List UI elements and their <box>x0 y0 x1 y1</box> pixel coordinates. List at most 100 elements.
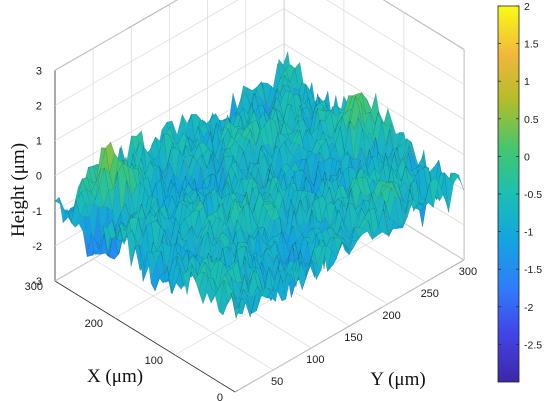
surface-facet <box>173 252 183 261</box>
surface-facet <box>266 86 276 110</box>
surface-facet <box>281 162 291 175</box>
surface-facet <box>230 292 241 319</box>
surface-facet <box>390 187 401 200</box>
surface-facet <box>311 139 322 156</box>
grid-line <box>326 0 465 85</box>
colorbar-tick-label: -1 <box>524 227 533 239</box>
surface-facet <box>114 223 125 245</box>
surface-facet <box>266 291 276 302</box>
z-tick-label: -2 <box>32 241 42 253</box>
surface-facet <box>126 229 137 267</box>
surface-mesh <box>54 51 465 319</box>
surface-facet <box>393 220 403 229</box>
surface-facet <box>305 129 316 156</box>
z-tick-label: 0 <box>36 171 42 183</box>
y-axis-label: Y (μm) <box>370 369 425 390</box>
surface-facet <box>268 266 279 291</box>
x-tick-label: 0 <box>217 392 223 401</box>
colorbar-tick-label: 1 <box>524 76 530 88</box>
surface-facet <box>386 181 397 193</box>
grid-line <box>92 258 274 371</box>
surface-facet <box>347 240 358 251</box>
surface-facet <box>289 67 299 90</box>
grid-line <box>283 8 465 120</box>
surface-facet <box>363 170 374 190</box>
surface-facet <box>272 231 282 252</box>
grid-line <box>383 0 465 50</box>
surface-facet <box>351 178 361 211</box>
surface-facet <box>320 139 331 165</box>
z-tick-labels: -3 -2 -1 0 1 2 3 <box>32 65 42 288</box>
surface-facet <box>264 117 275 151</box>
box-edge <box>383 0 465 50</box>
surface-facet <box>89 203 99 244</box>
surface-facet <box>323 157 334 190</box>
x-tick-labels: 0 100 200 300 <box>25 281 223 401</box>
surface-facet <box>312 197 323 224</box>
surface-facet <box>330 109 340 133</box>
surface-facet <box>325 109 335 140</box>
colorbar-tick-label: 0 <box>524 151 530 163</box>
surface-facet <box>78 216 89 246</box>
surface-facet <box>255 250 266 275</box>
box-edge <box>54 280 236 393</box>
colorbar-ticks: 2 1.5 1 0.5 0 -0.5 -1 -1.5 -2 -2.5 <box>498 1 542 351</box>
grid-line <box>283 43 465 155</box>
surface-facet <box>416 179 426 212</box>
z-axis-label: Height (μm) <box>8 143 29 237</box>
surface-facet <box>326 178 336 203</box>
y-tick-label: 250 <box>421 288 439 300</box>
surface-facet <box>206 152 217 175</box>
colorbar <box>497 5 520 383</box>
y-tick-label: 150 <box>344 332 362 344</box>
surface-facet <box>369 208 379 236</box>
surface-facet <box>424 183 434 209</box>
surface-facet <box>110 228 121 240</box>
surface-facet <box>82 177 92 193</box>
surface-facet <box>355 96 365 127</box>
colorbar-tick-label: -0.5 <box>524 189 542 201</box>
y-tick-label: 300 <box>459 266 477 278</box>
surface-facet <box>118 224 129 245</box>
surface-facet <box>307 233 317 267</box>
surface-facet <box>373 165 384 186</box>
surface-facet <box>383 208 393 238</box>
surface-facet <box>253 162 264 189</box>
surface-facet <box>298 221 309 235</box>
surface-facet <box>390 124 401 159</box>
surface-facet <box>156 240 167 275</box>
colorbar-tick-label: 0.5 <box>524 114 539 126</box>
surface-facet <box>313 244 323 266</box>
y-tick-label: 200 <box>382 310 400 322</box>
colorbar-tick-label: 2 <box>524 1 530 13</box>
x-tick-label: 100 <box>145 355 163 367</box>
x-tick-label: 200 <box>85 318 103 330</box>
surface-facet <box>317 245 327 270</box>
colorbar-tick-label: -1.5 <box>524 264 542 276</box>
surface-facet <box>216 232 227 243</box>
y-tick-label: 100 <box>306 354 324 366</box>
surface-facet <box>263 200 273 205</box>
surface-facet <box>378 208 388 236</box>
z-tick-label: 2 <box>36 101 42 113</box>
surface-facet <box>308 249 318 272</box>
surface-facet <box>162 265 173 294</box>
surface-facet <box>373 226 383 236</box>
z-tick-label: 3 <box>36 65 42 77</box>
surface-facet <box>192 189 202 195</box>
surface-facet <box>261 286 271 299</box>
surface-facet <box>413 202 424 211</box>
z-tick-label: 1 <box>36 136 42 148</box>
surface-facet <box>444 172 454 213</box>
surface-facet <box>289 142 300 156</box>
surface-facet <box>276 176 287 207</box>
surface-facet <box>363 220 373 240</box>
surface-facet <box>349 118 359 159</box>
y-tick-labels: 50 100 150 200 250 300 <box>271 266 477 388</box>
surface-facet <box>420 183 430 211</box>
surface-facet <box>291 261 302 288</box>
surface-facet <box>115 221 126 238</box>
colorbar-tick-label: -2.5 <box>524 339 542 351</box>
surface-facet <box>333 116 343 146</box>
surface-facet <box>373 179 384 199</box>
